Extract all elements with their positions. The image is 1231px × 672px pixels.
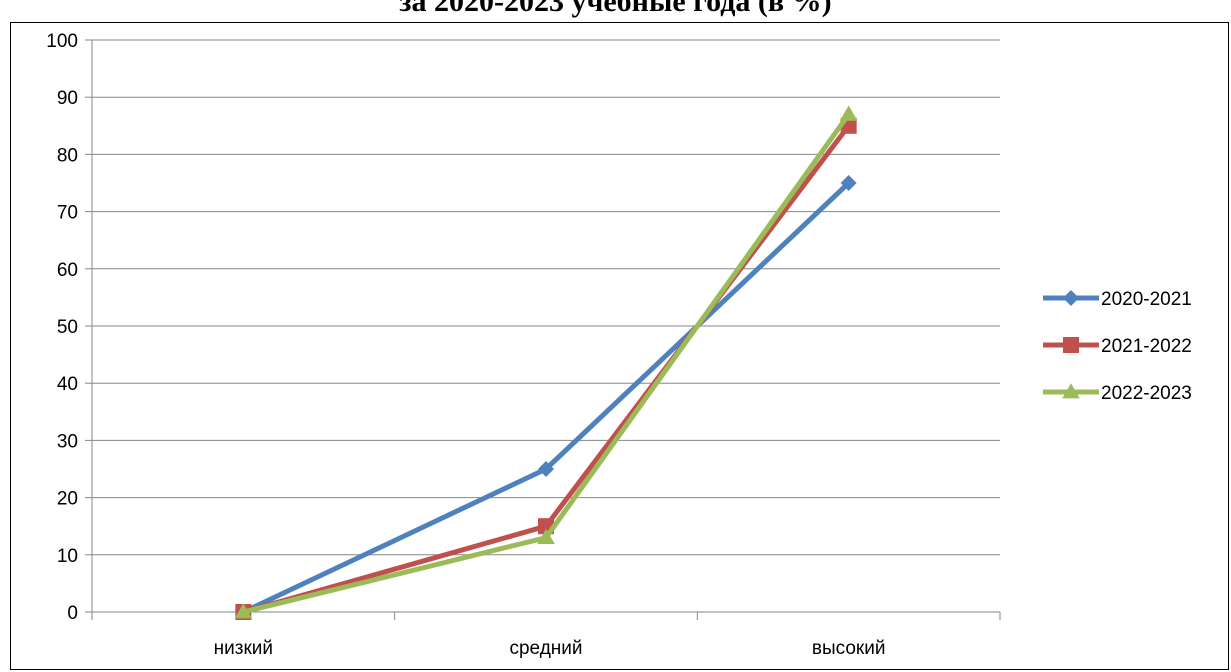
x-tick-label: низкий bbox=[214, 638, 273, 659]
y-tick-label: 30 bbox=[57, 431, 78, 452]
chart-title: за 2020-2023 учебные года (в %) bbox=[399, 0, 832, 18]
data-point-marker bbox=[538, 461, 554, 477]
data-point-marker bbox=[234, 603, 253, 619]
y-tick-label: 0 bbox=[67, 603, 78, 624]
gridlines bbox=[92, 39, 1000, 556]
legend-label: 2020-2021 bbox=[1101, 289, 1192, 310]
data-point-marker bbox=[840, 175, 857, 191]
y-tick-label: 90 bbox=[57, 88, 78, 109]
y-tick-label: 10 bbox=[57, 546, 78, 567]
y-tick-label: 60 bbox=[57, 260, 78, 281]
x-tick-label: средний bbox=[509, 638, 582, 659]
series-lines bbox=[234, 105, 858, 620]
y-tick-label: 50 bbox=[57, 317, 78, 338]
data-point-marker bbox=[537, 528, 555, 545]
legend: 2020-2021 2021-2022 2022-2023 bbox=[1043, 289, 1192, 404]
x-tick-label: высокий bbox=[812, 638, 886, 659]
y-tick-label: 20 bbox=[57, 489, 78, 510]
y-tick-label: 80 bbox=[57, 145, 78, 166]
y-tick-label: 100 bbox=[46, 31, 78, 52]
legend-label: 2021-2022 bbox=[1101, 336, 1192, 357]
axes: 0 10 20 30 40 50 60 70 80 90 100 низкий средний высок… bbox=[46, 31, 1001, 659]
chart-frame bbox=[10, 22, 1229, 670]
y-tick-label: 40 bbox=[57, 374, 78, 395]
y-tick-label: 70 bbox=[57, 203, 78, 224]
legend-label: 2022-2023 bbox=[1101, 383, 1192, 404]
data-point-marker bbox=[1062, 383, 1080, 399]
data-point-marker bbox=[1063, 337, 1079, 353]
data-point-marker bbox=[839, 105, 858, 121]
data-point-marker bbox=[1063, 290, 1079, 306]
